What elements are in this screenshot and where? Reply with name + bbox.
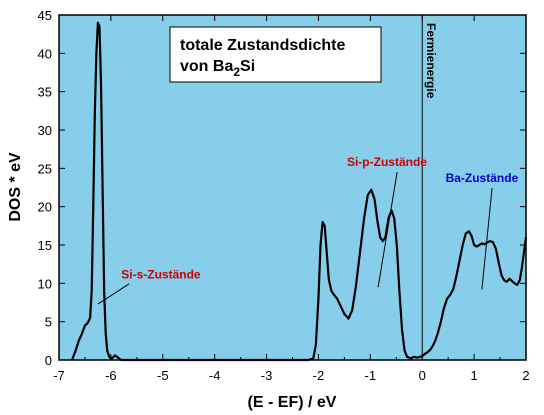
fermi-level-label: Fermienergie	[424, 23, 438, 99]
x-tick-label: -6	[105, 368, 117, 383]
title-box-frame	[169, 26, 382, 83]
dos-series-line	[70, 21, 528, 362]
x-tick-label: 0	[419, 368, 426, 383]
title-box: totale Zustandsdichte von Ba2Si	[169, 26, 382, 83]
chart-title-line-1: totale Zustandsdichte	[180, 37, 345, 54]
y-tick-label: 5	[45, 315, 52, 330]
chart-title-subscript: 2	[233, 65, 240, 79]
y-tick-label: 15	[38, 238, 52, 253]
annotation-label: Si-s-Zustände	[121, 268, 201, 282]
x-tick-label: -7	[53, 368, 65, 383]
x-tick-label: 2	[522, 368, 529, 383]
chart-title-line-2: von Ba2Si	[180, 58, 255, 79]
annotations: Si-s-Zustände Si-p-Zustände Ba-Zustände	[97, 155, 519, 305]
x-axis-title: (E - EF) / eV	[248, 394, 337, 411]
annotation-pointer	[97, 283, 130, 305]
x-tick-label: -5	[157, 368, 169, 383]
y-tick-label: 20	[38, 200, 52, 215]
y-tick-label: 35	[38, 85, 52, 100]
y-tick-label: 0	[45, 353, 52, 368]
x-tick-label: -3	[261, 368, 273, 383]
y-tick-label: 10	[38, 276, 52, 291]
y-tick-label: 30	[38, 123, 52, 138]
chart-title-prefix: von Ba	[180, 58, 233, 75]
x-tick-label: 1	[470, 368, 477, 383]
x-tick-label: -2	[313, 368, 325, 383]
y-axis-title: DOS * eV	[7, 152, 24, 222]
x-tick-label: -4	[209, 368, 221, 383]
annotation-label: Si-p-Zustände	[347, 155, 427, 169]
annotation-pointer	[481, 188, 493, 290]
annotation-pointer	[377, 171, 398, 288]
y-tick-label: 40	[38, 46, 52, 61]
chart-title-suffix: Si	[240, 58, 255, 75]
annotation-label: Ba-Zustände	[446, 171, 519, 185]
plot-frame	[58, 14, 527, 361]
y-tick-label: 45	[38, 8, 52, 23]
x-tick-label: -1	[365, 368, 377, 383]
y-tick-label: 25	[38, 161, 52, 176]
